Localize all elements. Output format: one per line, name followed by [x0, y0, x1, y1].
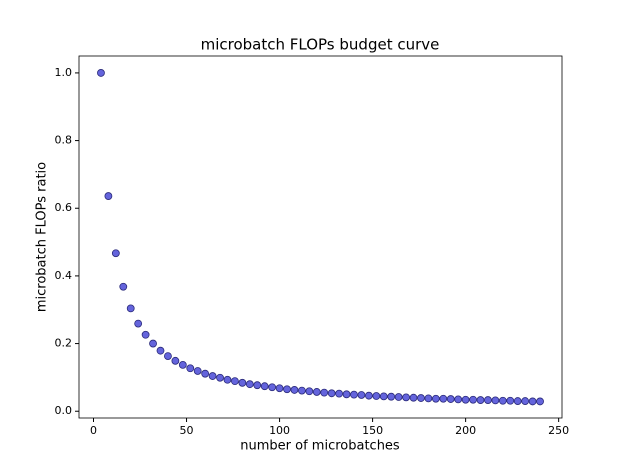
point	[350, 390, 358, 399]
point	[171, 356, 180, 365]
point	[223, 375, 232, 384]
point	[134, 319, 143, 328]
point	[454, 395, 463, 404]
point	[461, 395, 470, 404]
point	[253, 381, 262, 390]
y-tick-label: 0.6	[55, 201, 73, 214]
point	[320, 388, 329, 397]
point	[417, 394, 425, 402]
point	[238, 378, 247, 387]
point	[364, 391, 373, 400]
point	[111, 249, 120, 258]
point	[372, 392, 381, 400]
x-tick-label: 0	[90, 424, 97, 437]
point	[149, 339, 157, 348]
point	[424, 394, 433, 403]
x-axis-label: number of microbatches	[240, 439, 400, 454]
y-tick-label: 0.2	[55, 337, 73, 350]
x-tick-label: 50	[180, 424, 194, 437]
point	[506, 396, 515, 405]
x-tick-label: 150	[362, 424, 383, 437]
point	[528, 397, 537, 406]
point	[208, 372, 217, 380]
point	[178, 360, 187, 369]
point	[231, 377, 239, 386]
point	[342, 390, 351, 399]
point	[260, 382, 269, 391]
y-tick-label: 0.0	[55, 404, 73, 417]
x-tick-label: 250	[548, 424, 569, 437]
point	[484, 396, 492, 404]
point	[476, 396, 485, 404]
point	[290, 386, 299, 394]
point	[446, 395, 455, 403]
point	[335, 389, 344, 398]
point	[216, 373, 224, 382]
point	[186, 364, 195, 373]
point	[141, 330, 150, 339]
x-tick-label: 200	[455, 424, 476, 437]
point	[245, 380, 254, 389]
point	[193, 367, 202, 375]
point	[491, 396, 500, 405]
point	[379, 392, 388, 401]
point	[431, 394, 440, 403]
y-tick-label: 0.8	[55, 134, 73, 147]
x-tick-label: 100	[269, 424, 290, 437]
point	[469, 395, 477, 404]
plot-frame	[78, 55, 563, 419]
point	[387, 392, 396, 401]
point	[402, 393, 410, 402]
point	[104, 192, 113, 200]
point	[164, 352, 172, 360]
point	[498, 396, 507, 405]
point	[156, 346, 165, 355]
point	[521, 397, 530, 405]
point	[327, 389, 336, 398]
point	[201, 369, 210, 378]
y-axis-label: microbatch FLOPs ratio	[35, 162, 50, 312]
point	[97, 69, 105, 77]
point	[283, 385, 291, 394]
point	[297, 386, 306, 395]
point	[394, 393, 403, 401]
chart-title: microbatch FLOPs budget curve	[201, 36, 440, 54]
point	[119, 282, 128, 291]
point	[268, 383, 277, 392]
point	[536, 397, 544, 406]
y-tick-label: 0.4	[55, 269, 73, 282]
point	[439, 394, 448, 403]
point	[312, 388, 321, 396]
point	[513, 397, 522, 405]
point	[275, 384, 284, 393]
point	[357, 391, 366, 399]
y-tick-label: 1.0	[55, 66, 73, 79]
point	[305, 387, 314, 396]
point	[126, 304, 135, 313]
point	[409, 393, 418, 402]
